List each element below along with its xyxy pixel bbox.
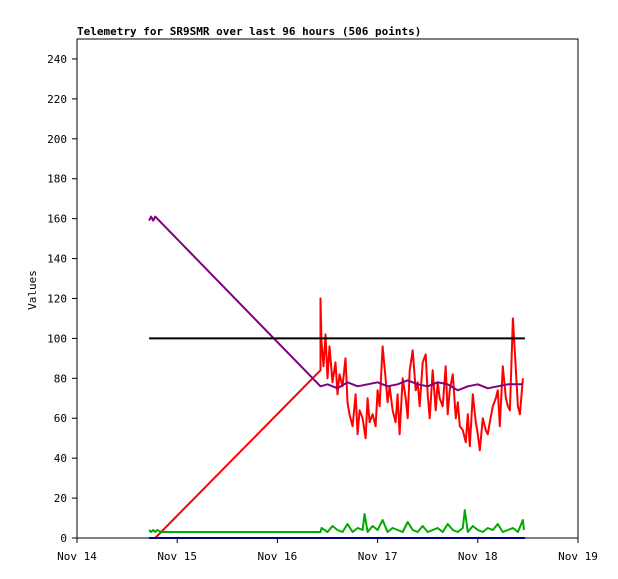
y-tick-label: 0 [60,532,67,545]
y-tick-label: 60 [54,412,67,425]
x-tick-label: Nov 19 [558,550,598,563]
y-tick-label: 140 [47,253,67,266]
y-tick-label: 160 [47,213,67,226]
y-tick-label: 40 [54,452,67,465]
x-tick-label: Nov 16 [258,550,298,563]
y-tick-label: 200 [47,133,67,146]
x-tick-label: Nov 17 [358,550,398,563]
series-line-0 [154,297,524,539]
x-axis: Nov 14 Nov 15 Nov 16 Nov 17 Nov 18 Nov 19 [57,538,598,563]
y-tick-label: 100 [47,332,67,345]
y-axis: 0 20 40 60 80 100 120 140 160 180 200 220 240 [47,53,77,545]
series-line-1 [148,215,523,392]
x-tick-label: Nov 15 [157,550,197,563]
y-tick-label: 80 [54,372,67,385]
plot-frame [76,38,579,539]
x-tick-label: Nov 18 [458,550,498,563]
x-tick-label: Nov 14 [57,550,97,563]
y-tick-label: 220 [47,93,67,106]
y-tick-label: 120 [47,292,67,305]
chart-title: Telemetry for SR9SMR over last 96 hours … [77,25,421,38]
y-tick-label: 20 [54,492,67,505]
series-line-3 [148,509,525,533]
y-tick-label: 240 [47,53,67,66]
y-axis-label: Values [26,270,39,310]
y-tick-label: 180 [47,173,67,186]
